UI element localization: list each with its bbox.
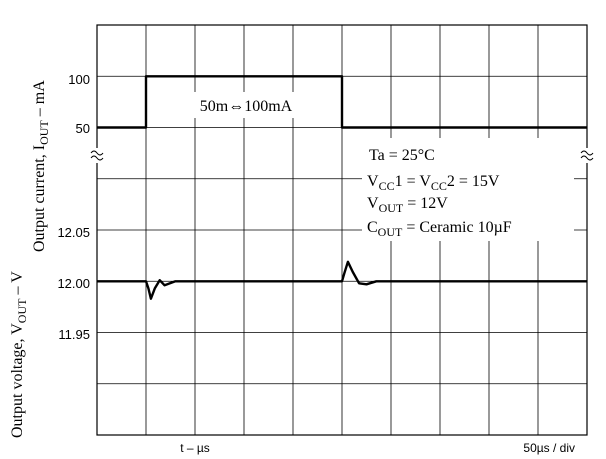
tick-label-voltage-12-05: 12.05: [57, 225, 90, 240]
condition-vout-rest: = 12V: [403, 195, 448, 212]
step-annotation-bg: [180, 92, 312, 118]
test-conditions-bg: [362, 138, 574, 241]
test-conditions: Ta = 25°C VCC1 = VCC2 = 15V VOUT = 12V C…: [362, 138, 574, 241]
y-axis-label-voltage-sub: OUT: [15, 298, 29, 323]
condition-vcc-a-sub: CC: [379, 179, 395, 193]
y-axis-label-current-sub: OUT: [37, 120, 51, 145]
plot-frame: [96, 24, 588, 436]
condition-vcc-a: V: [367, 173, 379, 190]
condition-vcc: VCC1 = VCC2 = 15V: [367, 173, 500, 193]
y-axis-label-current-main: Output current, I: [31, 145, 48, 252]
tick-label-voltage-11-95: 11.95: [58, 327, 90, 342]
tick-label-voltage-12-00: 12.00: [57, 276, 90, 291]
condition-ta: Ta = 25°C: [369, 147, 435, 164]
tick-label-current-50: 50: [76, 121, 90, 136]
condition-cout-sub: OUT: [378, 225, 403, 239]
traces: [97, 75, 587, 300]
condition-cout-main: C: [367, 219, 378, 236]
x-scale-label: 50µs / div: [523, 441, 575, 455]
condition-cout-rest: = Ceramic 10µF: [402, 219, 511, 236]
y-axis-label-current: Output current, IOUT – mA: [31, 80, 51, 252]
x-axis-label: t – µs: [180, 441, 210, 455]
condition-cout: COUT = Ceramic 10µF: [367, 219, 512, 239]
y-axis-label-voltage: Output voltage, VOUT – V: [9, 271, 29, 438]
axis-break-left: [89, 148, 105, 163]
y-axis-label-voltage-main: Output voltage, V: [9, 323, 26, 438]
condition-vcc-a-rest: 1 = V: [395, 173, 432, 190]
axis-break-right: [579, 148, 595, 163]
output-current-trace: [97, 75, 587, 129]
condition-vout-main: V: [367, 195, 379, 212]
output-voltage-trace: [97, 260, 587, 300]
condition-vout: VOUT = 12V: [367, 195, 448, 215]
y-axis-label-voltage-unit: – V: [9, 271, 26, 299]
condition-vout-sub: OUT: [379, 201, 404, 215]
tick-label-current-100: 100: [68, 72, 90, 87]
condition-vcc-b-rest: 2 = 15V: [447, 173, 500, 190]
condition-vcc-b-sub: CC: [431, 179, 447, 193]
y-axis-label-current-unit: – mA: [31, 80, 48, 120]
step-annotation: 50m⇔100mA: [200, 98, 293, 115]
